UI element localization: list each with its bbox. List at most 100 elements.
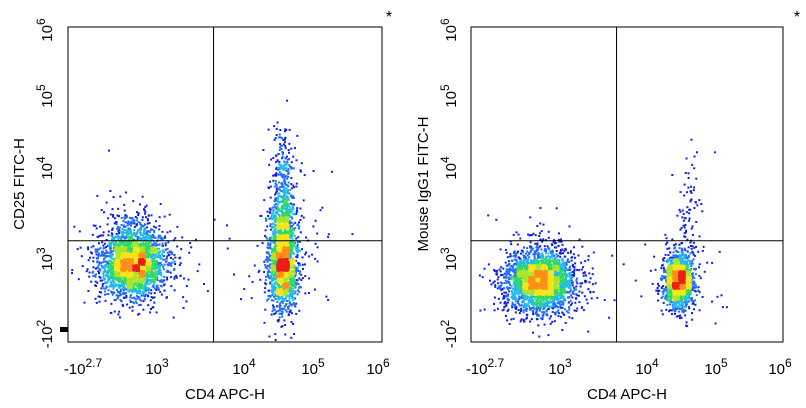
event-dot — [136, 284, 139, 287]
event-dot — [130, 280, 133, 283]
event-dot — [94, 275, 97, 278]
event-dot — [288, 128, 291, 131]
event-dot — [270, 273, 273, 276]
event-dot — [156, 247, 159, 250]
event-dot — [145, 258, 148, 261]
event-dot — [124, 247, 127, 250]
event-dot — [121, 248, 124, 250]
event-dot — [141, 263, 144, 266]
event-dot — [279, 217, 282, 220]
event-dot — [291, 280, 293, 283]
event-dot — [275, 244, 278, 247]
event-dot — [282, 256, 285, 259]
event-dot — [539, 207, 542, 209]
event-dot — [147, 274, 150, 277]
event-dot — [286, 272, 289, 275]
event-dot — [120, 277, 123, 280]
event-dot — [285, 291, 288, 294]
event-dot — [123, 242, 125, 245]
event-dot — [283, 198, 286, 201]
event-dot — [293, 242, 296, 245]
event-dot — [149, 259, 152, 262]
event-dot — [140, 266, 143, 269]
event-dot — [274, 223, 277, 226]
event-dot — [138, 272, 141, 275]
event-dot — [277, 285, 280, 288]
event-dot — [300, 279, 303, 281]
event-dot — [287, 224, 290, 227]
event-dot — [126, 266, 128, 269]
event-dot — [172, 258, 175, 261]
event-dot — [153, 236, 156, 239]
event-dot — [277, 244, 280, 247]
event-dot — [272, 262, 275, 265]
event-dot — [141, 260, 144, 263]
event-dot — [118, 229, 121, 232]
event-dot — [273, 295, 276, 298]
event-dot — [124, 251, 127, 253]
event-dot — [151, 251, 154, 254]
event-dot — [127, 252, 130, 255]
event-dot — [103, 265, 106, 268]
event-dot — [131, 246, 134, 248]
event-dot — [168, 250, 171, 253]
event-dot — [138, 312, 141, 315]
event-dot — [159, 290, 162, 293]
event-dot — [127, 281, 130, 284]
event-dot — [274, 197, 277, 200]
event-dot — [157, 288, 160, 291]
event-dot — [135, 282, 137, 285]
event-dot — [292, 213, 295, 216]
event-dot — [286, 251, 288, 254]
event-dot — [273, 125, 276, 128]
event-dot — [284, 238, 286, 240]
event-dot — [154, 263, 157, 266]
event-dot — [160, 280, 163, 282]
event-dot — [163, 236, 166, 239]
event-dot — [305, 236, 308, 239]
event-dot — [143, 271, 146, 274]
event-dot — [124, 277, 127, 280]
event-dot — [103, 211, 105, 214]
event-dot — [284, 258, 287, 261]
event-dot — [327, 298, 330, 301]
event-dot — [291, 270, 293, 273]
event-dot — [279, 129, 282, 131]
event-dot — [284, 249, 287, 252]
event-dot — [287, 287, 290, 289]
event-dot — [269, 295, 272, 297]
event-dot — [114, 263, 117, 266]
event-dot — [284, 309, 287, 312]
event-dot — [117, 313, 120, 316]
event-dot — [280, 216, 283, 219]
event-dot — [111, 250, 113, 253]
event-dot — [282, 165, 285, 168]
event-dot — [110, 247, 113, 250]
event-dot — [153, 247, 156, 250]
event-dot — [290, 244, 293, 247]
event-dot — [479, 309, 482, 312]
event-dot — [143, 245, 146, 247]
event-dot — [284, 190, 287, 193]
event-dot — [264, 282, 267, 285]
event-dot — [144, 212, 147, 215]
event-dot — [115, 236, 118, 238]
event-dot — [291, 264, 294, 267]
event-dot — [287, 237, 290, 240]
event-dot — [297, 283, 300, 286]
event-dot — [115, 265, 117, 268]
event-dot — [295, 302, 298, 305]
event-dot — [277, 207, 280, 210]
event-dot — [279, 252, 282, 255]
event-dot — [295, 271, 297, 274]
event-dot — [117, 235, 120, 238]
event-dot — [283, 243, 286, 246]
event-dot — [288, 223, 291, 226]
event-dot — [278, 160, 281, 163]
event-dot — [105, 246, 108, 248]
event-dot — [122, 291, 125, 294]
event-dot — [299, 270, 301, 273]
event-dot — [273, 242, 276, 244]
event-dot — [287, 299, 290, 302]
event-dot — [86, 268, 89, 271]
